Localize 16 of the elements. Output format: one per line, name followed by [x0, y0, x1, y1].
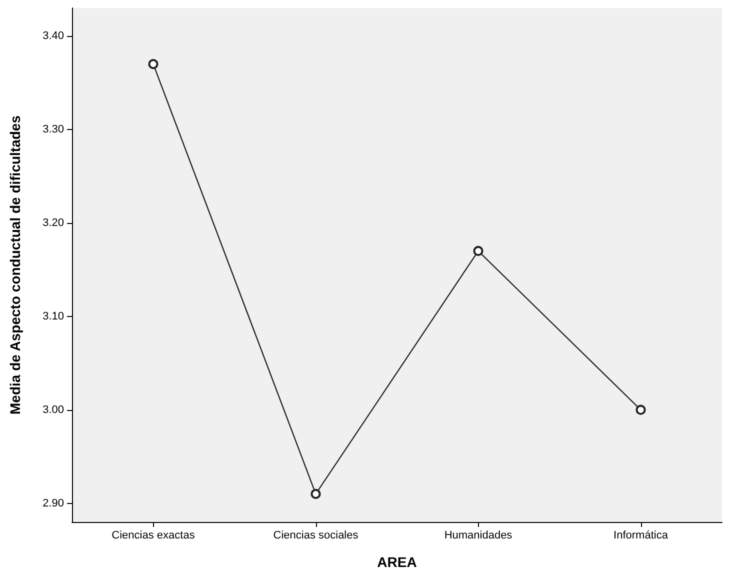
- y-tick-label: 2.90: [42, 497, 64, 510]
- point: [310, 488, 321, 499]
- x-axis-title: AREA: [377, 554, 417, 570]
- x-tick-label: Ciencias sociales: [273, 530, 359, 542]
- y-tick-label: 3.00: [42, 404, 64, 416]
- x-tick-label: Ciencias exactas: [112, 530, 196, 542]
- y-axis-title: Media de Aspecto conductual de dificultades: [7, 115, 23, 414]
- point: [636, 404, 646, 415]
- x-tick-label: Informática: [614, 530, 669, 542]
- y-tick-label: 3.40: [42, 30, 64, 42]
- point: [473, 246, 484, 256]
- y-tick-label: 3.10: [42, 310, 64, 322]
- y-tick-label: 3.30: [42, 123, 64, 136]
- y-tick-label: 3.20: [42, 216, 64, 229]
- x-tick-label: Humanidades: [444, 530, 513, 542]
- point: [148, 59, 158, 70]
